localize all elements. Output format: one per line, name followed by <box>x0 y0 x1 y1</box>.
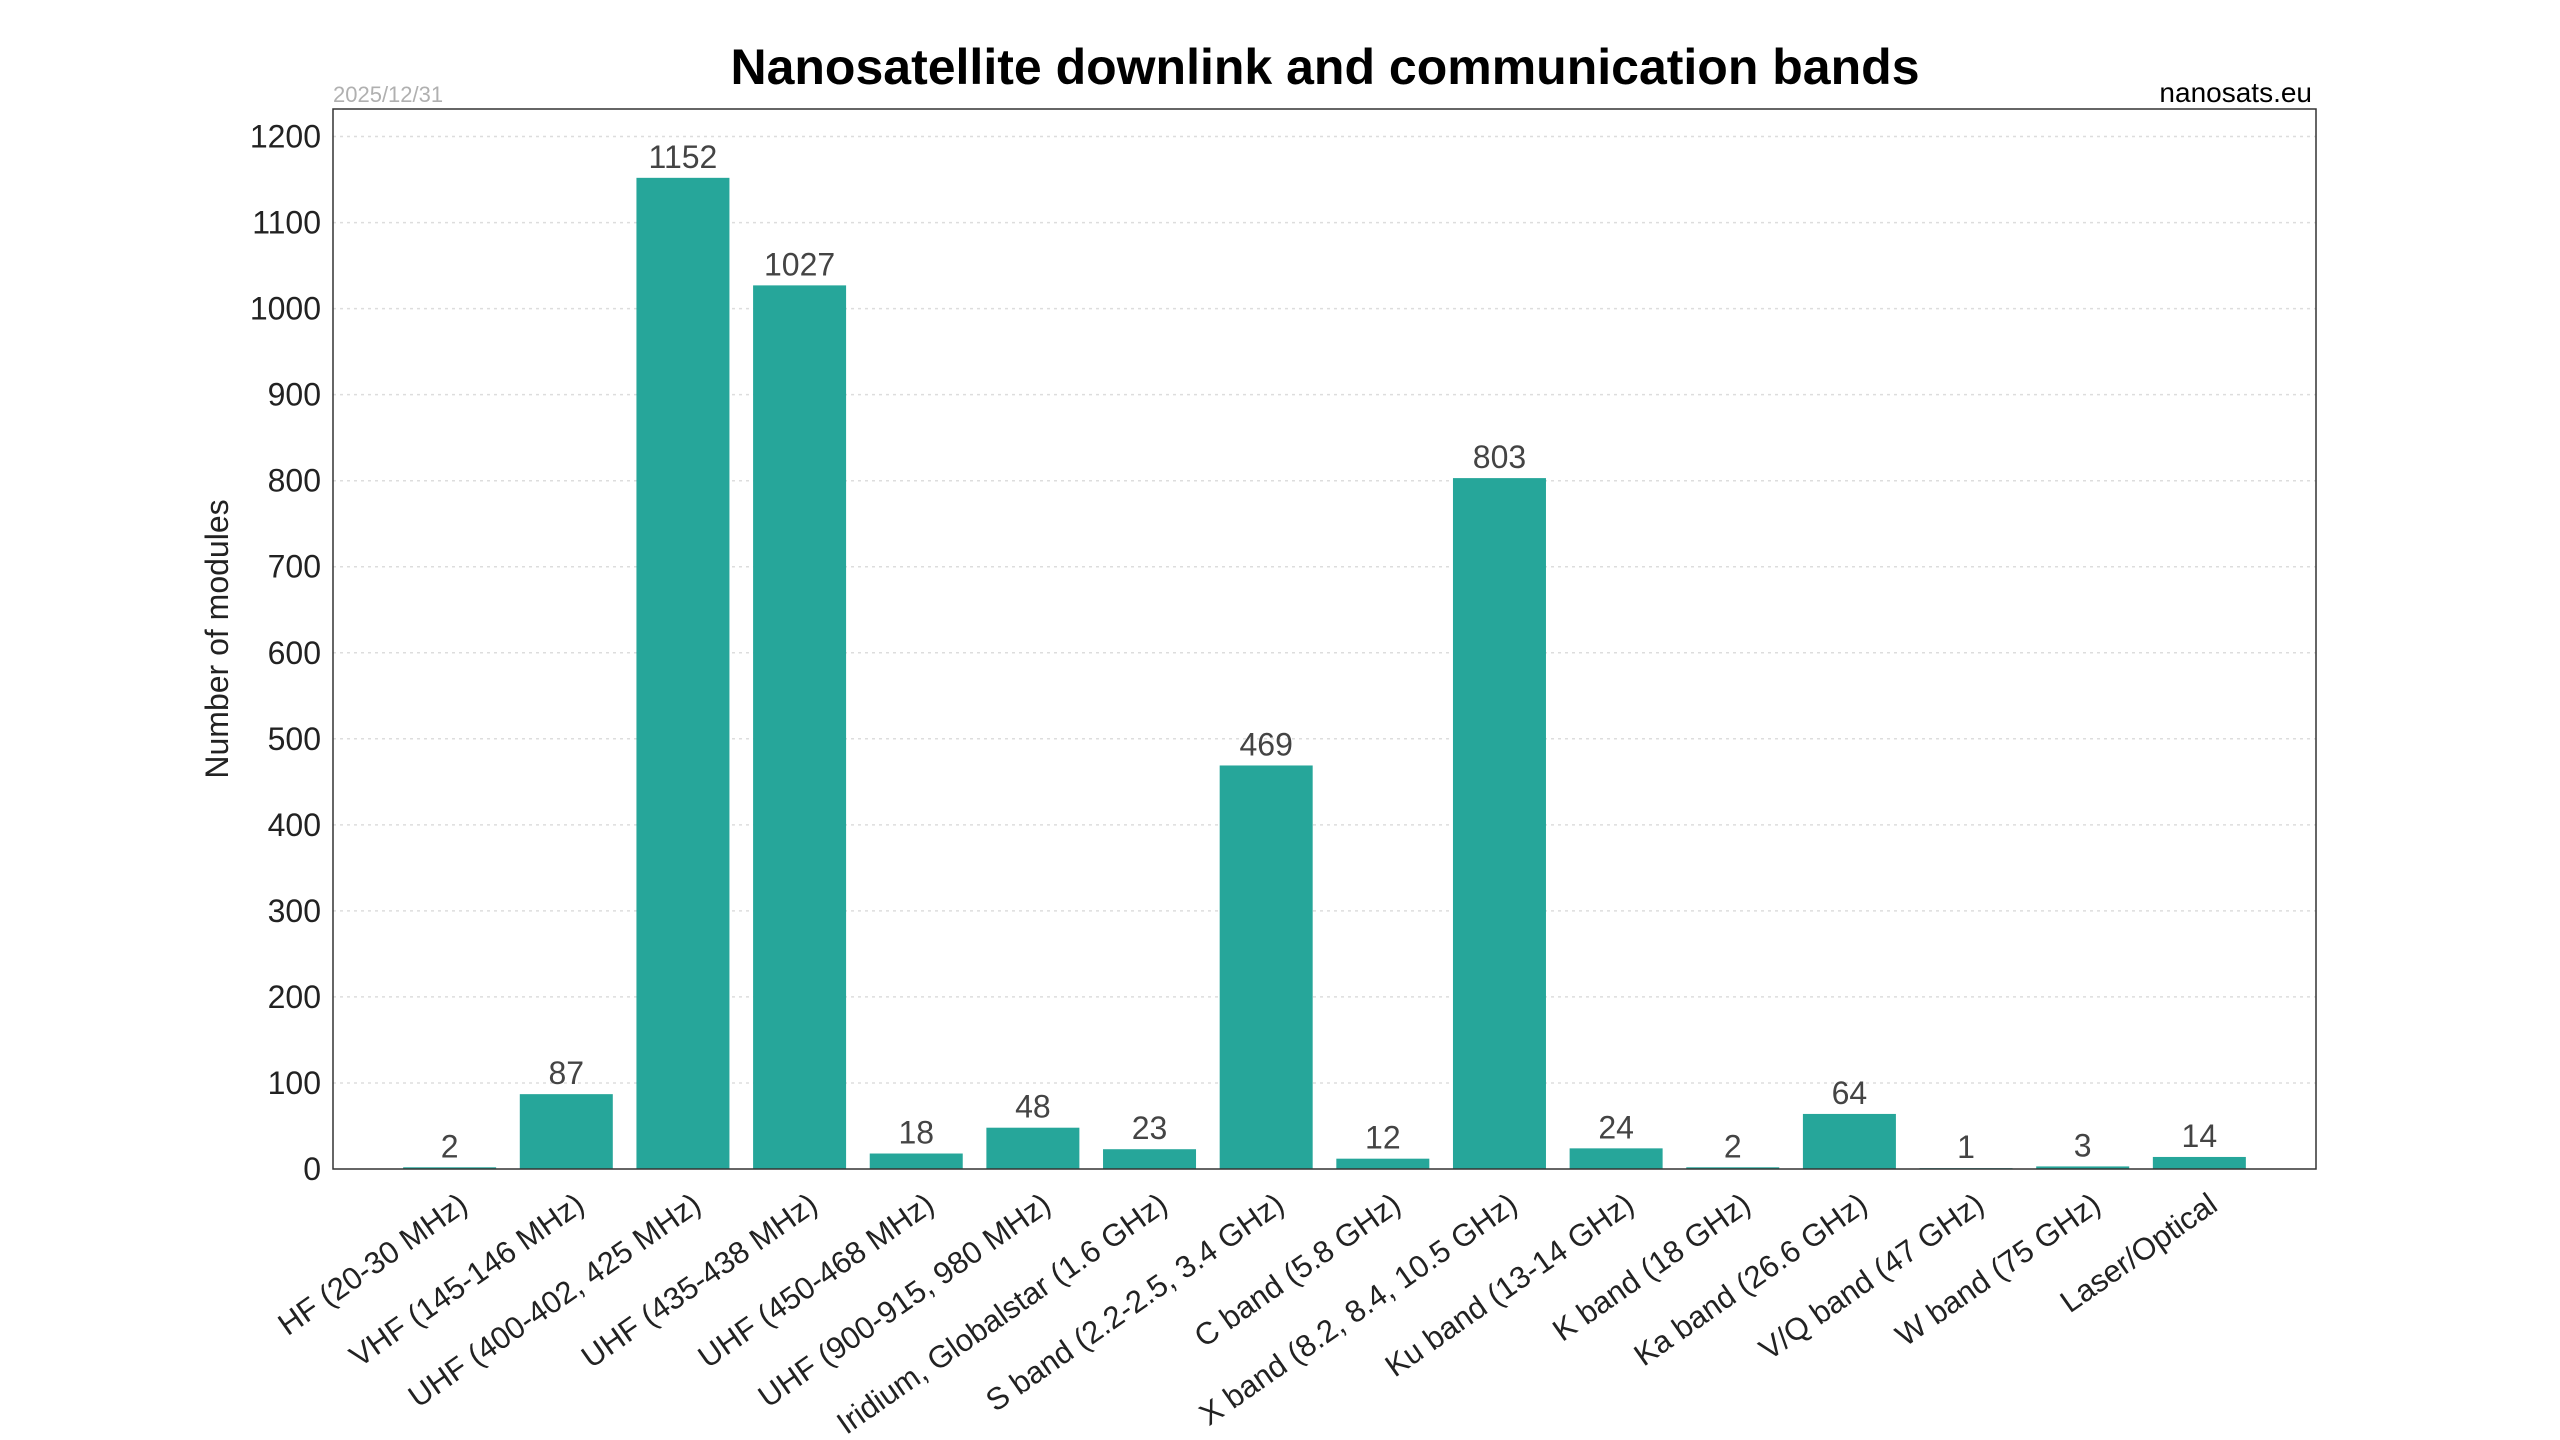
y-tick-label: 100 <box>268 1065 321 1101</box>
bar-value-label: 1027 <box>764 246 835 282</box>
y-tick-label: 300 <box>268 893 321 929</box>
y-tick-label: 800 <box>268 463 321 499</box>
bar-value-label: 1152 <box>649 139 718 175</box>
bar-value-label: 64 <box>1832 1075 1868 1111</box>
bar <box>1336 1158 1430 1169</box>
chart-title: Nanosatellite downlink and communication… <box>730 39 1919 95</box>
x-tick-label: W band (75 GHz) <box>1889 1186 2107 1353</box>
source-label: nanosats.eu <box>2159 77 2312 108</box>
bar <box>403 1167 497 1169</box>
bar <box>1569 1148 1663 1169</box>
bar <box>2036 1166 2130 1169</box>
bar-value-label: 1 <box>1957 1129 1975 1165</box>
plot-frame <box>332 108 2317 1170</box>
date-label: 2025/12/31 <box>333 82 443 107</box>
bar-value-label: 14 <box>2182 1118 2218 1154</box>
y-tick-label: 200 <box>268 979 321 1015</box>
bar <box>986 1127 1080 1169</box>
y-tick-label: 600 <box>268 635 321 671</box>
x-tick-label: HF (20-30 MHz) <box>272 1186 474 1342</box>
bar-value-label: 2 <box>441 1128 459 1164</box>
bar <box>636 177 730 1169</box>
bar-value-label: 87 <box>548 1055 584 1091</box>
x-tick-label: K band (18 GHz) <box>1546 1186 1757 1348</box>
y-tick-label: 400 <box>268 807 321 843</box>
y-tick-label: 500 <box>268 721 321 757</box>
y-tick-label: 0 <box>303 1151 321 1187</box>
bar <box>519 1094 613 1169</box>
y-axis-label: Number of modules <box>199 499 235 778</box>
x-tick-label: C band (5.8 GHz) <box>1188 1186 1407 1354</box>
y-tick-label: 900 <box>268 377 321 413</box>
bar-value-label: 803 <box>1473 439 1526 475</box>
bar <box>1452 478 1546 1169</box>
bar <box>1686 1167 1780 1169</box>
y-tick-label: 1200 <box>250 119 321 155</box>
bar <box>1802 1113 1896 1169</box>
bar <box>1219 765 1313 1169</box>
y-tick-label: 1000 <box>250 291 321 327</box>
bar-value-label: 24 <box>1598 1109 1634 1145</box>
bar <box>1103 1149 1197 1169</box>
bar-value-label: 48 <box>1015 1089 1051 1125</box>
bar <box>753 285 847 1169</box>
bar-value-label: 23 <box>1132 1110 1168 1146</box>
bar <box>869 1153 963 1169</box>
y-tick-label: 1100 <box>252 205 321 241</box>
bar-value-label: 12 <box>1365 1120 1401 1156</box>
bar-value-label: 469 <box>1239 726 1292 762</box>
y-tick-label: 700 <box>268 549 321 585</box>
bar-value-label: 2 <box>1724 1128 1742 1164</box>
bar-value-label: 3 <box>2074 1127 2092 1163</box>
bar <box>2152 1156 2246 1169</box>
bar-value-label: 18 <box>898 1115 934 1151</box>
